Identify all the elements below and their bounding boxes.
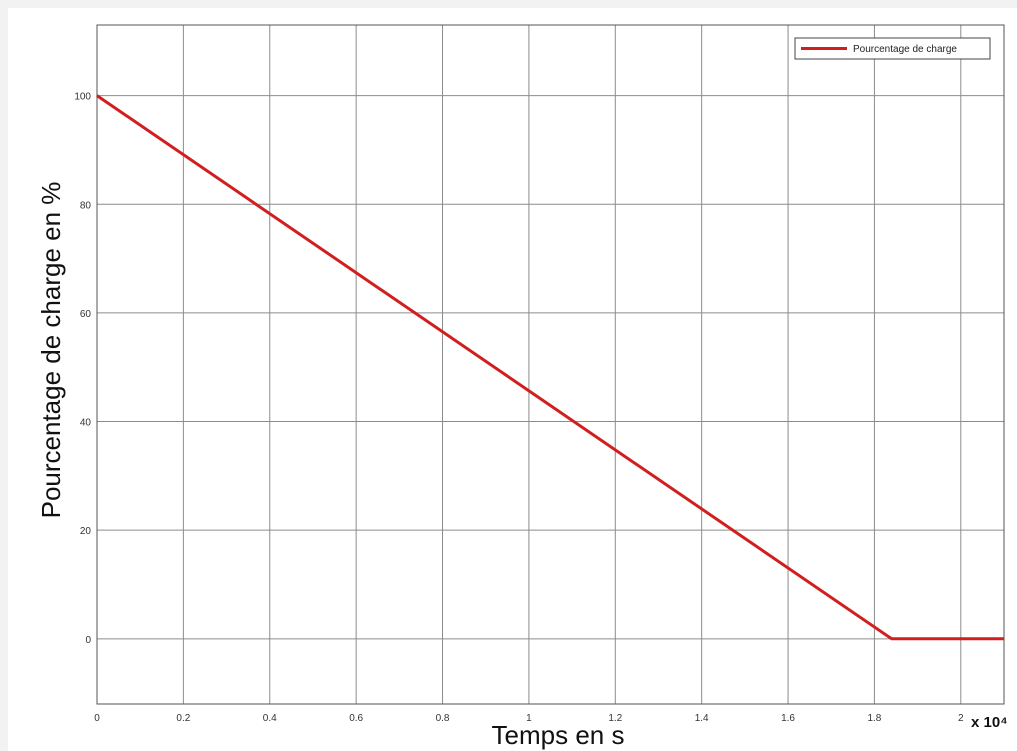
y-tick-label: 20 xyxy=(80,526,92,537)
x-tick-label: 0.4 xyxy=(263,713,277,724)
x-tick-label: 0 xyxy=(94,713,100,724)
x-tick-label: 0.6 xyxy=(349,713,363,724)
grid xyxy=(96,25,1004,704)
plot-area xyxy=(96,24,1005,705)
y-tick-label: 60 xyxy=(80,309,92,320)
series-lines xyxy=(96,94,1004,641)
legend-label: Pourcentage de charge xyxy=(853,44,957,55)
x-tick-label: 2 xyxy=(958,713,964,724)
x-axis-multiplier: x 10⁴ xyxy=(971,714,1008,731)
y-axis-title: Pourcentage de charge en % xyxy=(36,182,66,519)
x-tick-label: 1.6 xyxy=(781,713,795,724)
x-tick-label: 1 xyxy=(526,713,532,724)
x-tick-label: 1.8 xyxy=(867,713,881,724)
y-tick-label: 100 xyxy=(74,92,91,103)
x-axis-title: Temps en s xyxy=(492,720,625,750)
x-tick-label: 0.8 xyxy=(436,713,450,724)
legend: Pourcentage de charge xyxy=(794,37,991,60)
y-tick-label: 80 xyxy=(80,200,92,211)
x-tick-label: 1.2 xyxy=(608,713,622,724)
y-tick-label: 0 xyxy=(85,635,91,646)
x-tick-label: 1.4 xyxy=(695,713,709,724)
x-tick-label: 0.2 xyxy=(176,713,190,724)
legend-box xyxy=(794,37,991,60)
series-line-0 xyxy=(96,94,1004,641)
y-tick-label: 40 xyxy=(80,418,92,429)
